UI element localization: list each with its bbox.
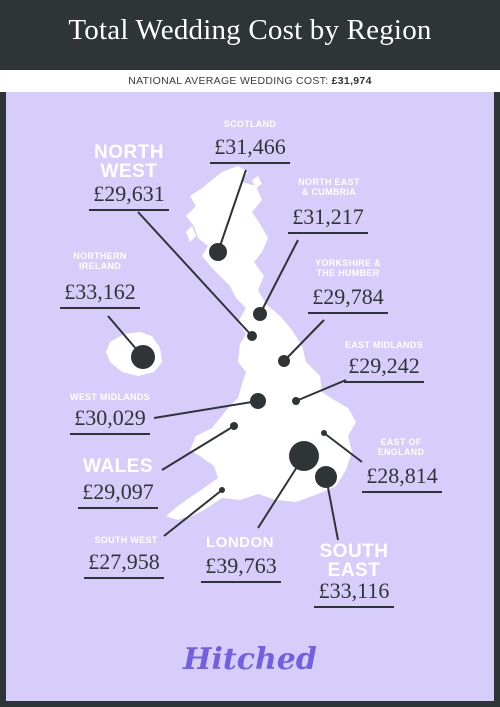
label-south-east: SOUTH EAST bbox=[308, 542, 400, 580]
label-london: LONDON bbox=[206, 534, 274, 551]
national-average-value: £31,974 bbox=[331, 75, 372, 87]
header-bar: Total Wedding Cost by Region bbox=[0, 0, 500, 70]
label-wales: WALES bbox=[82, 456, 154, 477]
label-northern-ireland-line2: IRELAND bbox=[78, 261, 122, 272]
label-north-west-line2: WEST bbox=[100, 161, 158, 182]
cost-east-england: £28,814 bbox=[362, 463, 442, 493]
leader-south-west bbox=[163, 489, 223, 537]
dot-south-west bbox=[219, 487, 225, 493]
label-east-england-line2: ENGLAND bbox=[377, 447, 425, 458]
label-south-west: SOUTH WEST bbox=[94, 535, 158, 545]
leader-scotland bbox=[217, 169, 247, 253]
label-north-west-line1: NORTH bbox=[93, 142, 165, 163]
dot-scotland bbox=[209, 243, 227, 261]
label-north-east-line1: NORTH EAST bbox=[298, 177, 360, 187]
label-yorkshire: YORKSHIRE & THE HUMBER bbox=[300, 258, 396, 279]
label-yorkshire-line1: YORKSHIRE & bbox=[315, 258, 381, 268]
label-east-england-line1: EAST OF bbox=[380, 437, 422, 447]
dot-east-midlands bbox=[292, 397, 300, 405]
leader-west-midlands bbox=[153, 400, 259, 419]
dot-north-west bbox=[247, 331, 257, 341]
dot-north-east bbox=[253, 307, 267, 321]
cost-northern-ireland: £33,162 bbox=[60, 279, 140, 309]
region-dots bbox=[131, 243, 337, 493]
label-south-east-line1: SOUTH bbox=[319, 541, 389, 562]
cost-scotland: £31,466 bbox=[210, 134, 290, 164]
label-scotland: SCOTLAND bbox=[223, 119, 277, 129]
page-title: Total Wedding Cost by Region bbox=[68, 14, 432, 46]
label-west-midlands: WEST MIDLANDS bbox=[70, 392, 150, 402]
label-east-midlands: EAST MIDLANDS bbox=[345, 340, 423, 350]
dot-wales bbox=[230, 422, 238, 430]
leader-wales bbox=[161, 425, 235, 471]
label-northern-ireland: NORTHERN IRELAND bbox=[58, 251, 142, 272]
hitched-logo: Hitched bbox=[183, 642, 317, 677]
dot-yorkshire bbox=[278, 355, 290, 367]
label-east-england: EAST OF ENGLAND bbox=[364, 437, 438, 458]
cost-east-midlands: £29,242 bbox=[344, 353, 424, 383]
leader-yorkshire bbox=[283, 319, 325, 362]
cost-london: £39,763 bbox=[201, 553, 281, 583]
cost-south-west: £27,958 bbox=[84, 549, 164, 579]
island bbox=[186, 226, 196, 242]
dot-south-east bbox=[315, 466, 337, 488]
cost-yorkshire: £29,784 bbox=[308, 284, 388, 314]
dot-northern-ireland bbox=[131, 345, 155, 369]
cornwall bbox=[166, 488, 204, 520]
leader-north-west bbox=[137, 211, 253, 337]
dot-london bbox=[289, 441, 319, 471]
national-average-bar: NATIONAL AVERAGE WEDDING COST: £31,974 bbox=[0, 70, 500, 92]
dot-east-england bbox=[321, 430, 327, 436]
leader-east-midlands bbox=[295, 379, 347, 402]
cost-wales: £29,097 bbox=[78, 479, 158, 509]
label-north-east: NORTH EAST & CUMBRIA bbox=[282, 177, 376, 198]
label-yorkshire-line2: THE HUMBER bbox=[316, 268, 380, 279]
cost-north-east: £31,217 bbox=[288, 204, 368, 234]
label-north-west: NORTH WEST bbox=[84, 143, 174, 181]
leader-east-england bbox=[323, 432, 363, 463]
label-northern-ireland-line1: NORTHERN bbox=[73, 251, 127, 261]
island bbox=[252, 176, 262, 188]
cost-west-midlands: £30,029 bbox=[70, 405, 150, 435]
label-north-east-line2: & CUMBRIA bbox=[301, 187, 357, 198]
cost-south-east: £33,116 bbox=[314, 578, 394, 608]
national-average-label: NATIONAL AVERAGE WEDDING COST: bbox=[128, 75, 329, 87]
leader-north-east bbox=[259, 239, 299, 315]
cost-north-west: £29,631 bbox=[89, 181, 169, 211]
label-south-east-line2: EAST bbox=[327, 560, 381, 581]
dot-west-midlands bbox=[250, 393, 266, 409]
